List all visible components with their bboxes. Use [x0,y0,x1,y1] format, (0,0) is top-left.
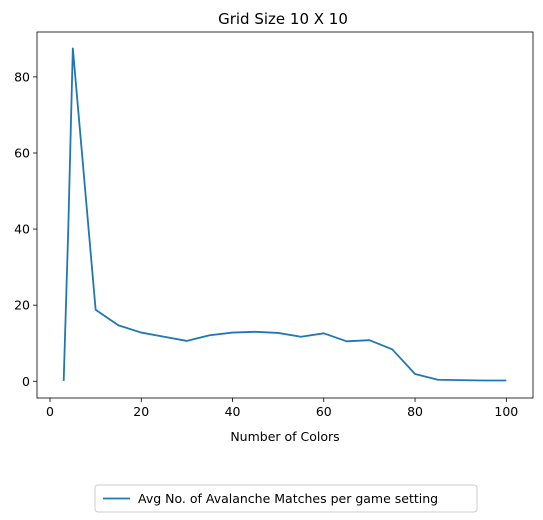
x-axis-title: Number of Colors [230,429,339,444]
x-tick-label: 40 [225,404,241,419]
legend: Avg No. of Avalanche Matches per game se… [94,484,478,513]
y-tick-label: 60 [14,145,30,160]
chart-title: Grid Size 10 X 10 [218,10,348,28]
y-tick-label: 40 [14,222,30,237]
plot-frame [36,31,534,399]
x-tick-label: 80 [407,404,423,419]
y-axis: 0 20 40 60 80 [14,69,37,389]
x-tick-label: 0 [46,404,54,419]
legend-box [94,484,478,513]
y-tick-label: 20 [14,298,30,313]
y-tick-label: 0 [22,374,30,389]
x-axis: 0 20 40 60 80 100 [46,398,518,419]
y-tick-label: 80 [14,69,30,84]
series-line-0 [62,47,507,382]
series-layer [62,47,507,382]
x-tick-label: 20 [133,404,149,419]
x-tick-label: 100 [494,404,518,419]
x-tick-label: 60 [316,404,332,419]
legend-entry: Avg No. of Avalanche Matches per game se… [138,491,438,506]
